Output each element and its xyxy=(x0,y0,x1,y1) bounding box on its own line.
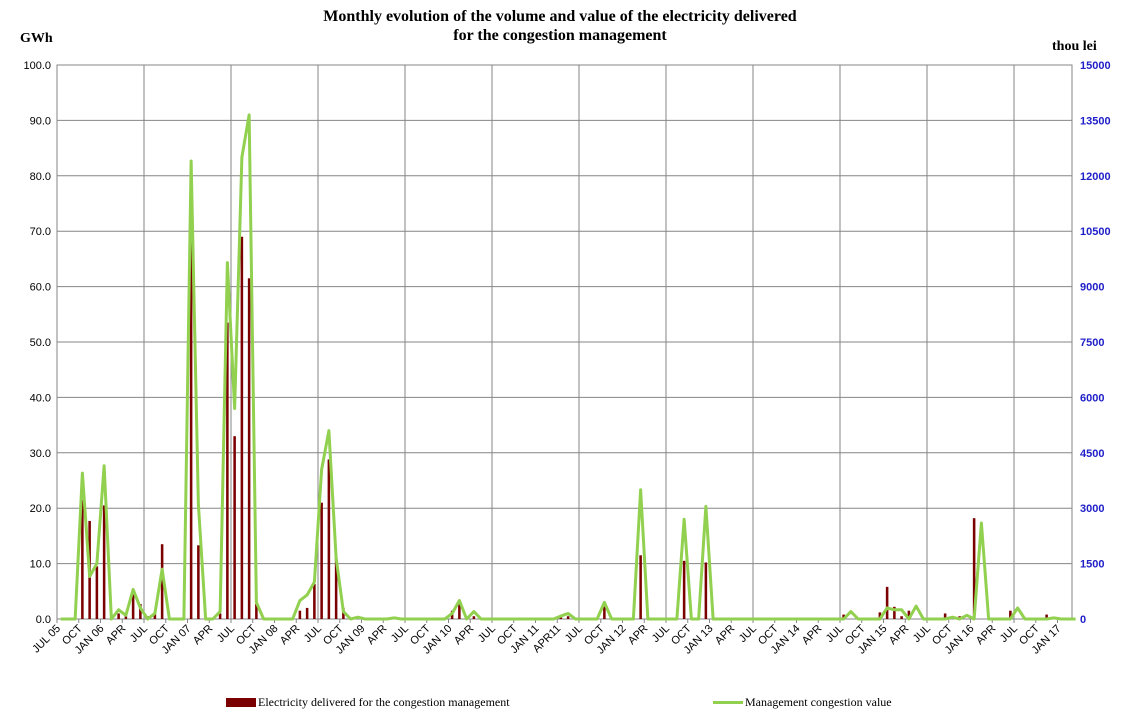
bar-volume xyxy=(472,616,476,619)
x-tick-label: JUL xyxy=(302,623,324,645)
left-tick-label: 0.0 xyxy=(36,614,51,626)
x-tick-label: JUL xyxy=(824,623,846,645)
bar-volume xyxy=(893,606,896,619)
x-tick-label: APR xyxy=(713,623,738,648)
bar-volume xyxy=(682,560,686,619)
bar-volume xyxy=(305,607,309,619)
right-tick-label: 6000 xyxy=(1080,392,1104,404)
bar-volume xyxy=(559,617,563,619)
bar-volume xyxy=(81,499,84,619)
right-tick-label: 15000 xyxy=(1080,60,1111,72)
right-tick-label: 0 xyxy=(1080,614,1086,626)
bar-volume xyxy=(943,613,947,619)
bar-volume xyxy=(900,616,903,619)
left-tick-label: 50.0 xyxy=(30,337,51,349)
legend-label-value: Management congestion value xyxy=(745,695,892,709)
right-tick-label: 7500 xyxy=(1080,337,1104,349)
legend-item-volume: Electricity delivered for the congestion… xyxy=(226,695,510,710)
x-tick-label: APR xyxy=(974,623,999,648)
bar-volume xyxy=(153,612,157,619)
bar-volume xyxy=(566,616,570,619)
bar-volume xyxy=(842,614,845,619)
x-tick-label: JUL xyxy=(128,623,150,645)
bar-volume xyxy=(197,545,200,619)
bar-volume xyxy=(1045,614,1048,619)
x-tick-label: APR xyxy=(626,623,651,648)
legend-swatch-line xyxy=(713,701,743,704)
bar-volume xyxy=(320,502,323,619)
bar-volume xyxy=(139,604,142,619)
legend-swatch-bar xyxy=(226,698,256,707)
bar-volume xyxy=(313,584,316,619)
bar-volume xyxy=(885,586,889,619)
left-tick-label: 60.0 xyxy=(30,282,51,294)
x-tick-label: JUL xyxy=(215,623,237,645)
right-tick-label: 10500 xyxy=(1080,226,1111,238)
x-tick-label: JUL xyxy=(389,623,411,645)
bar-volume xyxy=(131,592,135,619)
bar-volume xyxy=(189,242,193,619)
legend-label-volume: Electricity delivered for the congestion… xyxy=(258,695,510,709)
right-tick-label: 3000 xyxy=(1080,503,1104,515)
x-tick-label: JUL xyxy=(911,623,933,645)
right-tick-label: 9000 xyxy=(1080,282,1104,294)
x-tick-label: JUL 05 xyxy=(30,623,63,656)
left-tick-label: 90.0 xyxy=(30,115,51,127)
bar-volume xyxy=(218,613,222,619)
bar-volume xyxy=(704,562,708,619)
right-axis-unit: thou lei xyxy=(1052,39,1097,54)
x-tick-label: APR xyxy=(191,623,216,648)
chart-title-line2: for the congestion management xyxy=(453,27,667,44)
left-tick-label: 100.0 xyxy=(23,60,51,72)
x-tick-label: JUL xyxy=(737,623,759,645)
left-tick-label: 40.0 xyxy=(30,392,51,404)
bar-volume xyxy=(117,613,120,619)
x-tick-label: APR xyxy=(365,623,390,648)
bar-volume xyxy=(334,556,338,619)
bar-volume xyxy=(298,610,302,619)
chart-title: Monthly evolution of the volume and valu… xyxy=(323,8,797,25)
bar-volume xyxy=(639,555,642,619)
bar-volume xyxy=(458,599,461,619)
left-tick-label: 30.0 xyxy=(30,448,51,460)
x-tick-label: APR xyxy=(887,623,912,648)
x-tick-label: JUL xyxy=(998,623,1020,645)
x-tick-label: APR xyxy=(278,623,303,648)
bar-volume xyxy=(124,616,128,619)
right-tick-label: 12000 xyxy=(1080,171,1111,183)
bar-volume xyxy=(907,610,911,619)
bar-volume xyxy=(233,436,236,619)
bar-volume xyxy=(878,612,882,619)
bar-volume xyxy=(603,605,606,619)
plot-area: 0.0 10.0 20.0 30.0 40.0 50.0 60.0 70.0 80.0 90.0 1… xyxy=(23,60,1111,657)
x-tick-label: APR xyxy=(104,623,129,648)
bar-volume xyxy=(160,544,164,619)
bar-volume xyxy=(240,236,244,620)
bar-volume xyxy=(102,505,106,619)
x-tick-label: JUL xyxy=(650,623,672,645)
bar-volume xyxy=(1009,610,1012,619)
legend-item-value: Management congestion value xyxy=(713,695,892,710)
left-tick-label: 70.0 xyxy=(30,226,51,238)
right-tick-label: 13500 xyxy=(1080,115,1111,127)
left-tick-label: 20.0 xyxy=(30,503,51,515)
left-axis-unit: GWh xyxy=(20,31,53,46)
bar-volume xyxy=(247,278,251,619)
x-tick-label: JUL xyxy=(476,623,498,645)
left-tick-label: 10.0 xyxy=(30,559,51,571)
bar-volume xyxy=(972,518,976,619)
bar-volume xyxy=(95,566,99,619)
bar-volume xyxy=(226,322,229,619)
line-value xyxy=(60,113,1076,621)
bar-volume xyxy=(255,604,258,619)
x-tick-label: JUL xyxy=(563,623,585,645)
right-tick-label: 1500 xyxy=(1080,559,1104,571)
right-tick-label: 4500 xyxy=(1080,448,1104,460)
bar-volume xyxy=(327,459,331,619)
left-tick-label: 80.0 xyxy=(30,171,51,183)
x-tick-label: APR xyxy=(452,623,477,648)
x-tick-label: APR xyxy=(800,623,825,648)
